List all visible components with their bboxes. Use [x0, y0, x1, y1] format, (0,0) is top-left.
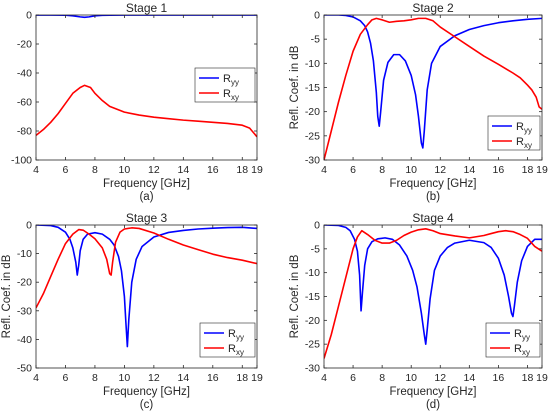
y-tick-label: -60 [17, 97, 32, 109]
x-tick-label: 19 [251, 372, 263, 384]
chart-title: Stage 2 [412, 1, 454, 15]
x-axis-label: Frequency [GHz] [390, 178, 477, 190]
y-tick-label: 0 [314, 220, 320, 232]
panel-caption: (d) [426, 399, 440, 411]
series-line-rxy [36, 84, 257, 138]
x-tick-label: 4 [33, 372, 39, 384]
series-line-ryy [36, 225, 257, 348]
x-tick-label: 19 [251, 164, 263, 176]
y-tick-label: 0 [26, 10, 32, 22]
panel-1: 4 6 8 10 12 14 16 18 19 0 -20 -40 -60 -80 -100 Stage 1 F… [11, 1, 263, 203]
x-tick-label: 8 [92, 164, 98, 176]
x-tick-label: 12 [148, 372, 160, 384]
legend-box [199, 322, 256, 358]
x-tick-label: 6 [350, 372, 356, 384]
y-tick-label: -30 [305, 155, 320, 167]
y-tick-label: -100 [11, 155, 32, 167]
y-tick-label: 0 [26, 220, 32, 232]
y-tick-label: -25 [305, 130, 320, 142]
x-tick-label: 4 [321, 372, 327, 384]
legend-box [485, 322, 541, 358]
x-axis-label: Frequency [GHz] [103, 386, 190, 398]
x-tick-label: 18 [236, 372, 248, 384]
x-axis-label: Frequency [GHz] [103, 178, 190, 190]
series-line-rxy [36, 227, 257, 309]
y-axis-label: Refl. Coef. in dB [1, 254, 13, 338]
y-tick-label: -20 [17, 277, 32, 289]
panel-2: 4 6 8 10 12 14 16 18 19 0 -5 -10 -15 -20 -25 -30 Stage 2… [289, 1, 548, 203]
x-tick-label: 19 [536, 164, 548, 176]
y-tick-label: -20 [305, 315, 320, 327]
chart-title: Stage 4 [412, 211, 454, 225]
x-tick-label: 8 [379, 372, 385, 384]
x-tick-label: 14 [177, 372, 189, 384]
x-tick-label: 4 [33, 164, 39, 176]
x-tick-label: 18 [236, 164, 248, 176]
x-tick-label: 16 [493, 372, 505, 384]
panel-3: 4 6 8 10 12 14 16 18 19 0 -10 -20 -30 -40 -50 Stage 3 Fr… [1, 211, 263, 411]
panel-caption: (b) [426, 191, 440, 203]
legend-box [487, 115, 541, 151]
x-tick-label: 16 [207, 164, 219, 176]
series-line-rxy [324, 17, 542, 160]
chart-title: Stage 3 [126, 211, 168, 225]
panel-caption: (a) [139, 191, 153, 203]
x-tick-label: 6 [63, 372, 69, 384]
x-tick-label: 4 [321, 164, 327, 176]
y-tick-label: -50 [17, 363, 32, 375]
y-axis-label: Refl. Coef. in dB [289, 254, 301, 338]
y-tick-label: 0 [314, 10, 320, 22]
y-tick-label: -5 [311, 34, 320, 46]
axes-box [35, 14, 258, 161]
x-tick-label: 8 [92, 372, 98, 384]
x-tick-label: 10 [119, 164, 131, 176]
y-tick-label: -10 [17, 248, 32, 260]
y-tick-label: -25 [305, 339, 320, 351]
y-tick-label: -5 [311, 243, 320, 255]
y-tick-label: -80 [17, 126, 32, 138]
panel-4: 4 6 8 10 12 14 16 18 19 0 -5 -10 -15 -20 -25 -30 Stage 4… [289, 211, 548, 411]
x-tick-label: 8 [379, 164, 385, 176]
y-tick-label: -10 [305, 58, 320, 70]
y-tick-label: -40 [17, 334, 32, 346]
x-tick-label: 14 [463, 372, 475, 384]
y-tick-label: -40 [17, 68, 32, 80]
x-tick-label: 14 [463, 164, 475, 176]
y-tick-label: -20 [305, 106, 320, 118]
series-line-rxy [324, 228, 542, 359]
x-tick-label: 19 [536, 372, 548, 384]
x-tick-label: 10 [119, 372, 131, 384]
y-axis-label: Refl. Coef. in dB [289, 45, 301, 129]
x-tick-label: 10 [405, 372, 417, 384]
x-tick-label: 12 [148, 164, 160, 176]
legend-box [194, 67, 256, 103]
series-line-ryy [324, 225, 542, 345]
x-tick-label: 10 [405, 164, 417, 176]
panel-caption: (c) [140, 399, 154, 411]
x-tick-label: 6 [350, 164, 356, 176]
y-tick-label: -30 [305, 363, 320, 375]
y-tick-label: -30 [17, 305, 32, 317]
x-tick-label: 12 [434, 164, 446, 176]
y-tick-label: -15 [305, 82, 320, 94]
axes-box [35, 224, 258, 369]
x-tick-label: 18 [522, 372, 534, 384]
x-tick-label: 16 [207, 372, 219, 384]
y-tick-label: -10 [305, 267, 320, 279]
y-tick-label: -20 [17, 39, 32, 51]
x-tick-label: 16 [493, 164, 505, 176]
x-tick-label: 6 [63, 164, 69, 176]
series-line-ryy [324, 15, 542, 149]
x-axis-label: Frequency [GHz] [390, 386, 477, 398]
chart-title: Stage 1 [126, 1, 168, 15]
x-tick-label: 12 [434, 372, 446, 384]
x-tick-label: 14 [177, 164, 189, 176]
x-tick-label: 18 [522, 164, 534, 176]
y-tick-label: -15 [305, 291, 320, 303]
